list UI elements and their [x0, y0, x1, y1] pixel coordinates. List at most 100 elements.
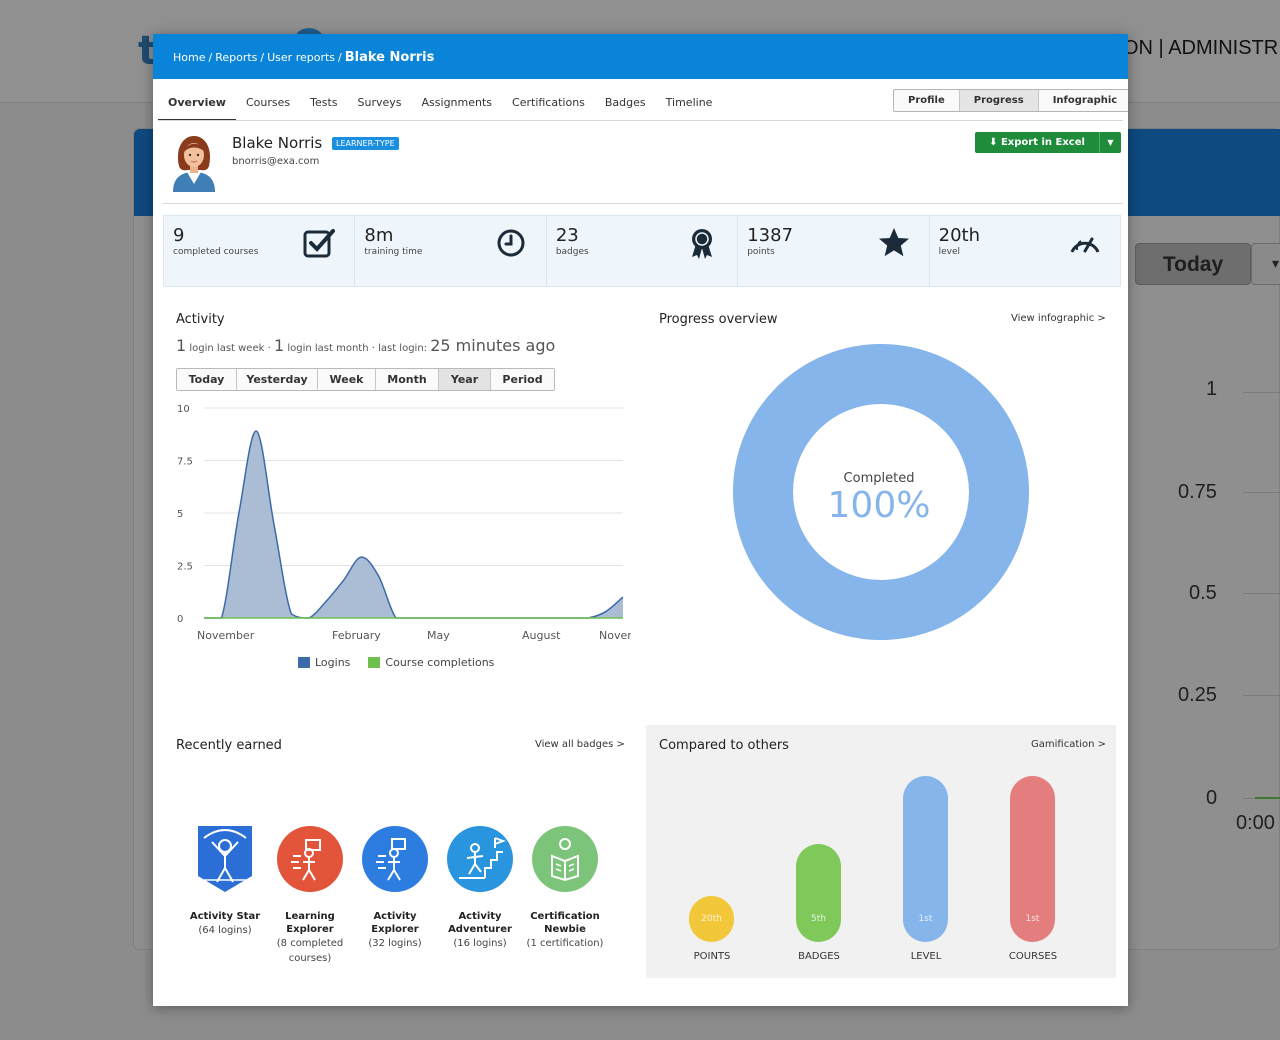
- background-y-tick: 0.5: [1189, 582, 1217, 604]
- modal-header: Home / Reports / User reports / Blake Norris: [153, 34, 1128, 79]
- breadcrumb-user-reports[interactable]: User reports: [267, 51, 336, 64]
- rank-value: 5th: [811, 914, 826, 924]
- award-ribbon-icon: [692, 229, 713, 259]
- stat-badges: 23 badges: [547, 216, 739, 286]
- stats-bar: 9 completed courses 8m training time 23 …: [163, 215, 1121, 287]
- star-icon: [878, 228, 909, 257]
- legend-label: Course completions: [385, 656, 495, 669]
- breadcrumb: Home / Reports / User reports / Blake Norris: [173, 50, 435, 65]
- tab-badges[interactable]: Badges: [604, 96, 646, 109]
- progress-donut: Completed 100%: [733, 344, 1029, 640]
- infographic-view-button[interactable]: Infographic: [1052, 95, 1118, 106]
- checkbox-icon: [303, 229, 336, 258]
- courses-rank-bar: 1st: [1010, 776, 1055, 942]
- donut-center-value: 100%: [828, 485, 931, 526]
- profile-divider: [163, 203, 1123, 204]
- level-rank-bar: 1st: [903, 776, 948, 942]
- tab-certifications[interactable]: Certifications: [512, 96, 585, 109]
- stat-label: completed courses: [173, 247, 259, 257]
- badge-name: Activity Star: [189, 911, 261, 922]
- user-type-badge: LEARNER-TYPE: [332, 137, 399, 150]
- tab-surveys[interactable]: Surveys: [357, 96, 402, 109]
- period-year-button[interactable]: Year: [439, 369, 491, 390]
- stat-value: 8m: [364, 225, 394, 246]
- tab-courses[interactable]: Courses: [245, 96, 291, 109]
- breadcrumb-separator: /: [338, 51, 342, 64]
- period-today-button[interactable]: Today: [177, 369, 237, 390]
- logins-week-text: login last week ·: [189, 343, 271, 354]
- background-gridline: [1243, 492, 1280, 493]
- tab-timeline[interactable]: Timeline: [665, 96, 713, 109]
- background-series-line: [1255, 797, 1280, 799]
- x-tick-label: May: [427, 629, 450, 642]
- x-tick-label: Novemb: [599, 629, 631, 642]
- background-x-tick: 0:00: [1236, 812, 1275, 834]
- export-label: Export in Excel: [1000, 137, 1085, 148]
- gamification-link[interactable]: Gamification >: [1031, 739, 1107, 750]
- background-today-button: Today: [1135, 243, 1251, 285]
- badge-certification-newbie[interactable]: Certification Newbie (1 certification): [520, 824, 610, 951]
- view-switch: Profile Progress Infographic: [893, 89, 1128, 112]
- breadcrumb-current: Blake Norris: [344, 50, 435, 65]
- y-tick-label: 2.5: [177, 562, 193, 573]
- badge-name: Learning Explorer: [285, 911, 335, 935]
- view-infographic-link[interactable]: View infographic >: [1011, 313, 1106, 324]
- progress-view-button[interactable]: Progress: [959, 90, 1039, 111]
- badge-description: (32 logins): [368, 938, 422, 949]
- last-login-value: 25 minutes ago: [430, 336, 556, 355]
- legend-item-course-completions[interactable]: Course completions: [368, 656, 494, 669]
- export-excel-button[interactable]: ⬇ Export in Excel ▼: [975, 132, 1121, 153]
- badge-name: Activity Adventurer: [448, 911, 512, 935]
- tab-assignments[interactable]: Assignments: [421, 96, 493, 109]
- logins-month-count: 1: [273, 336, 285, 355]
- stat-value: 9: [173, 225, 185, 246]
- x-tick-label: February: [332, 629, 381, 642]
- stat-label: level: [938, 247, 961, 257]
- badge-activity-adventurer[interactable]: Activity Adventurer (16 logins): [435, 824, 525, 951]
- report-tabs: Overview Courses Tests Surveys Assignments Ce…: [158, 89, 722, 121]
- rank-label: COURSES: [1008, 951, 1058, 962]
- recently-earned-title: Recently earned: [176, 738, 282, 753]
- breadcrumb-separator: /: [260, 51, 265, 64]
- period-month-button[interactable]: Month: [376, 369, 439, 390]
- export-main-button[interactable]: ⬇ Export in Excel: [975, 137, 1099, 148]
- activity-adventurer-icon: [447, 826, 513, 892]
- points-rank-bar: 20th: [689, 896, 734, 942]
- compared-to-others-panel: Compared to others Gamification > 20th P…: [646, 725, 1116, 978]
- stat-value: 1387: [747, 225, 794, 246]
- y-tick-label: 0: [177, 614, 183, 625]
- stat-value: 20th: [938, 225, 980, 246]
- stat-completed-courses: 9 completed courses: [164, 216, 356, 286]
- tab-overview[interactable]: Overview: [158, 89, 236, 121]
- badge-activity-explorer[interactable]: Activity Explorer (32 logins): [350, 824, 440, 951]
- chevron-down-icon[interactable]: ▼: [1099, 132, 1121, 153]
- period-period-button[interactable]: Period: [491, 369, 554, 390]
- badge-activity-star[interactable]: Activity Star (64 logins): [180, 824, 270, 938]
- user-email: bnorris@exa.com: [232, 156, 320, 167]
- period-yesterday-button[interactable]: Yesterday: [237, 369, 318, 390]
- profile-view-button[interactable]: Profile: [894, 90, 960, 111]
- tab-tests[interactable]: Tests: [310, 96, 338, 109]
- donut-center-label: Completed: [844, 471, 915, 486]
- logins-area: [204, 431, 623, 618]
- background-gridline: [1243, 695, 1280, 696]
- certification-newbie-icon: [532, 826, 598, 892]
- breadcrumb-home[interactable]: Home: [173, 51, 206, 64]
- view-all-badges-link[interactable]: View all badges >: [535, 739, 625, 750]
- period-week-button[interactable]: Week: [318, 369, 376, 390]
- breadcrumb-reports[interactable]: Reports: [215, 51, 258, 64]
- learning-explorer-icon: [277, 826, 343, 892]
- badge-name: Activity Explorer: [371, 911, 419, 935]
- y-tick-label: 10: [177, 404, 190, 415]
- rank-label: POINTS: [693, 951, 731, 962]
- legend-item-logins[interactable]: Logins: [298, 656, 350, 669]
- activity-summary: 1 login last week · 1 login last month ·…: [176, 336, 555, 355]
- donut-completed-arc: [733, 344, 1029, 640]
- background-dropdown-button: ▾: [1251, 243, 1280, 285]
- badge-learning-explorer[interactable]: Learning Explorer (8 completed courses): [265, 824, 355, 966]
- logins-week-count: 1: [176, 336, 187, 355]
- recent-badges-list: Activity Star (64 logins) Learning Explo…: [183, 824, 613, 964]
- stat-label: badges: [555, 247, 589, 257]
- background-y-tick: 0.25: [1178, 684, 1217, 706]
- download-icon: ⬇: [989, 137, 1001, 148]
